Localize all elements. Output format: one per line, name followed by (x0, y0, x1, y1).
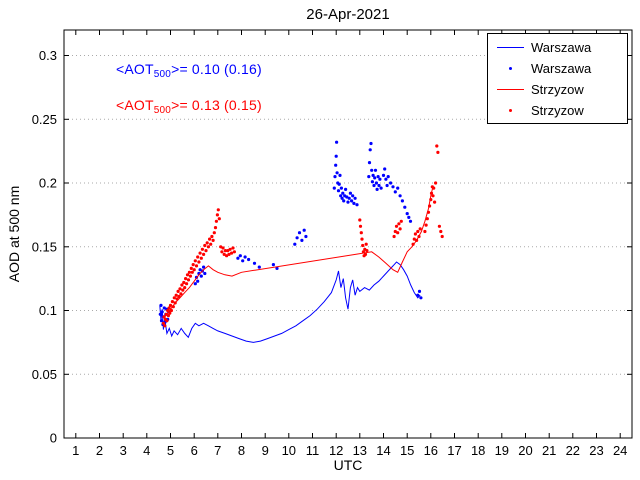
chart-title: 26-Apr-2021 (306, 6, 390, 23)
series-warszawa-line (159, 261, 421, 343)
gridlines (64, 55, 632, 375)
x-tick-label: 16 (424, 443, 438, 458)
dot-sample-icon (497, 108, 524, 113)
annotation-text: >= 0.10 (0.16) (171, 61, 262, 77)
annotation-subscript: 500 (153, 69, 172, 80)
x-tick-label: 21 (542, 443, 556, 458)
legend-label: Warszawa (531, 61, 592, 76)
legend-label: Strzyzow (531, 103, 584, 118)
x-tick-label: 19 (495, 443, 509, 458)
x-tick-label: 18 (471, 443, 485, 458)
annotation-text: <AOT (116, 61, 154, 77)
tick-labels: 1 2 3 4 5 6 7 8 9 10 11 12 13 14 15 16 17 18 19 20 21 22 23 240… (32, 48, 628, 458)
x-tick-label: 12 (329, 443, 343, 458)
legend-item-strzyzow-dot: Strzyzow (488, 100, 627, 121)
y-tick-label: 0.2 (39, 176, 57, 191)
legend-label: Strzyzow (531, 82, 584, 97)
y-tick-label: 0.1 (39, 303, 57, 318)
x-tick-label: 22 (566, 443, 580, 458)
legend-item-warszawa-line: Warszawa (488, 37, 627, 58)
x-tick-label: 3 (120, 443, 127, 458)
x-tick-label: 14 (376, 443, 390, 458)
y-tick-label: 0.25 (32, 112, 57, 127)
series-warszawa-scatter (158, 140, 423, 327)
dot-sample-icon (497, 66, 524, 71)
legend-label: Warszawa (531, 40, 592, 55)
x-axis-label: UTC (333, 457, 363, 473)
x-tick-label: 20 (518, 443, 532, 458)
x-tick-label: 15 (400, 443, 414, 458)
x-tick-label: 6 (191, 443, 198, 458)
legend-item-warszawa-dot: Warszawa (488, 58, 627, 79)
legend: Warszawa Warszawa Strzyzow Strzyzow (487, 33, 628, 124)
x-tick-label: 10 (282, 443, 296, 458)
mean-aot-annotation-warszawa: <AOT500>= 0.10 (0.16) (116, 61, 262, 80)
x-tick-label: 17 (447, 443, 461, 458)
y-tick-label: 0.15 (32, 239, 57, 254)
x-tick-label: 9 (262, 443, 269, 458)
line-sample-icon (497, 46, 524, 49)
series-strzyzow-line (163, 185, 434, 319)
y-tick-label: 0.3 (39, 48, 57, 63)
line-sample-icon (497, 88, 524, 91)
x-tick-label: 11 (306, 443, 320, 458)
legend-item-strzyzow-line: Strzyzow (488, 79, 627, 100)
annotation-subscript: 500 (153, 105, 172, 116)
y-tick-label: 0.05 (32, 367, 57, 382)
annotation-text: <AOT (116, 97, 154, 113)
y-tick-label: 0 (50, 431, 57, 446)
y-axis-label: AOD at 500 nm (6, 185, 22, 283)
x-tick-label: 13 (353, 443, 367, 458)
annotation-text: >= 0.13 (0.15) (171, 97, 262, 113)
x-tick-label: 8 (238, 443, 245, 458)
x-tick-label: 4 (143, 443, 150, 458)
x-tick-label: 5 (167, 443, 174, 458)
x-tick-label: 1 (72, 443, 79, 458)
x-tick-label: 23 (589, 443, 603, 458)
mean-aot-annotation-strzyzow: <AOT500>= 0.13 (0.15) (116, 97, 262, 116)
x-tick-label: 2 (96, 443, 103, 458)
x-tick-label: 7 (214, 443, 221, 458)
x-tick-label: 24 (613, 443, 627, 458)
series-strzyzow-scatter (161, 144, 444, 328)
axes-frame (63, 29, 633, 439)
